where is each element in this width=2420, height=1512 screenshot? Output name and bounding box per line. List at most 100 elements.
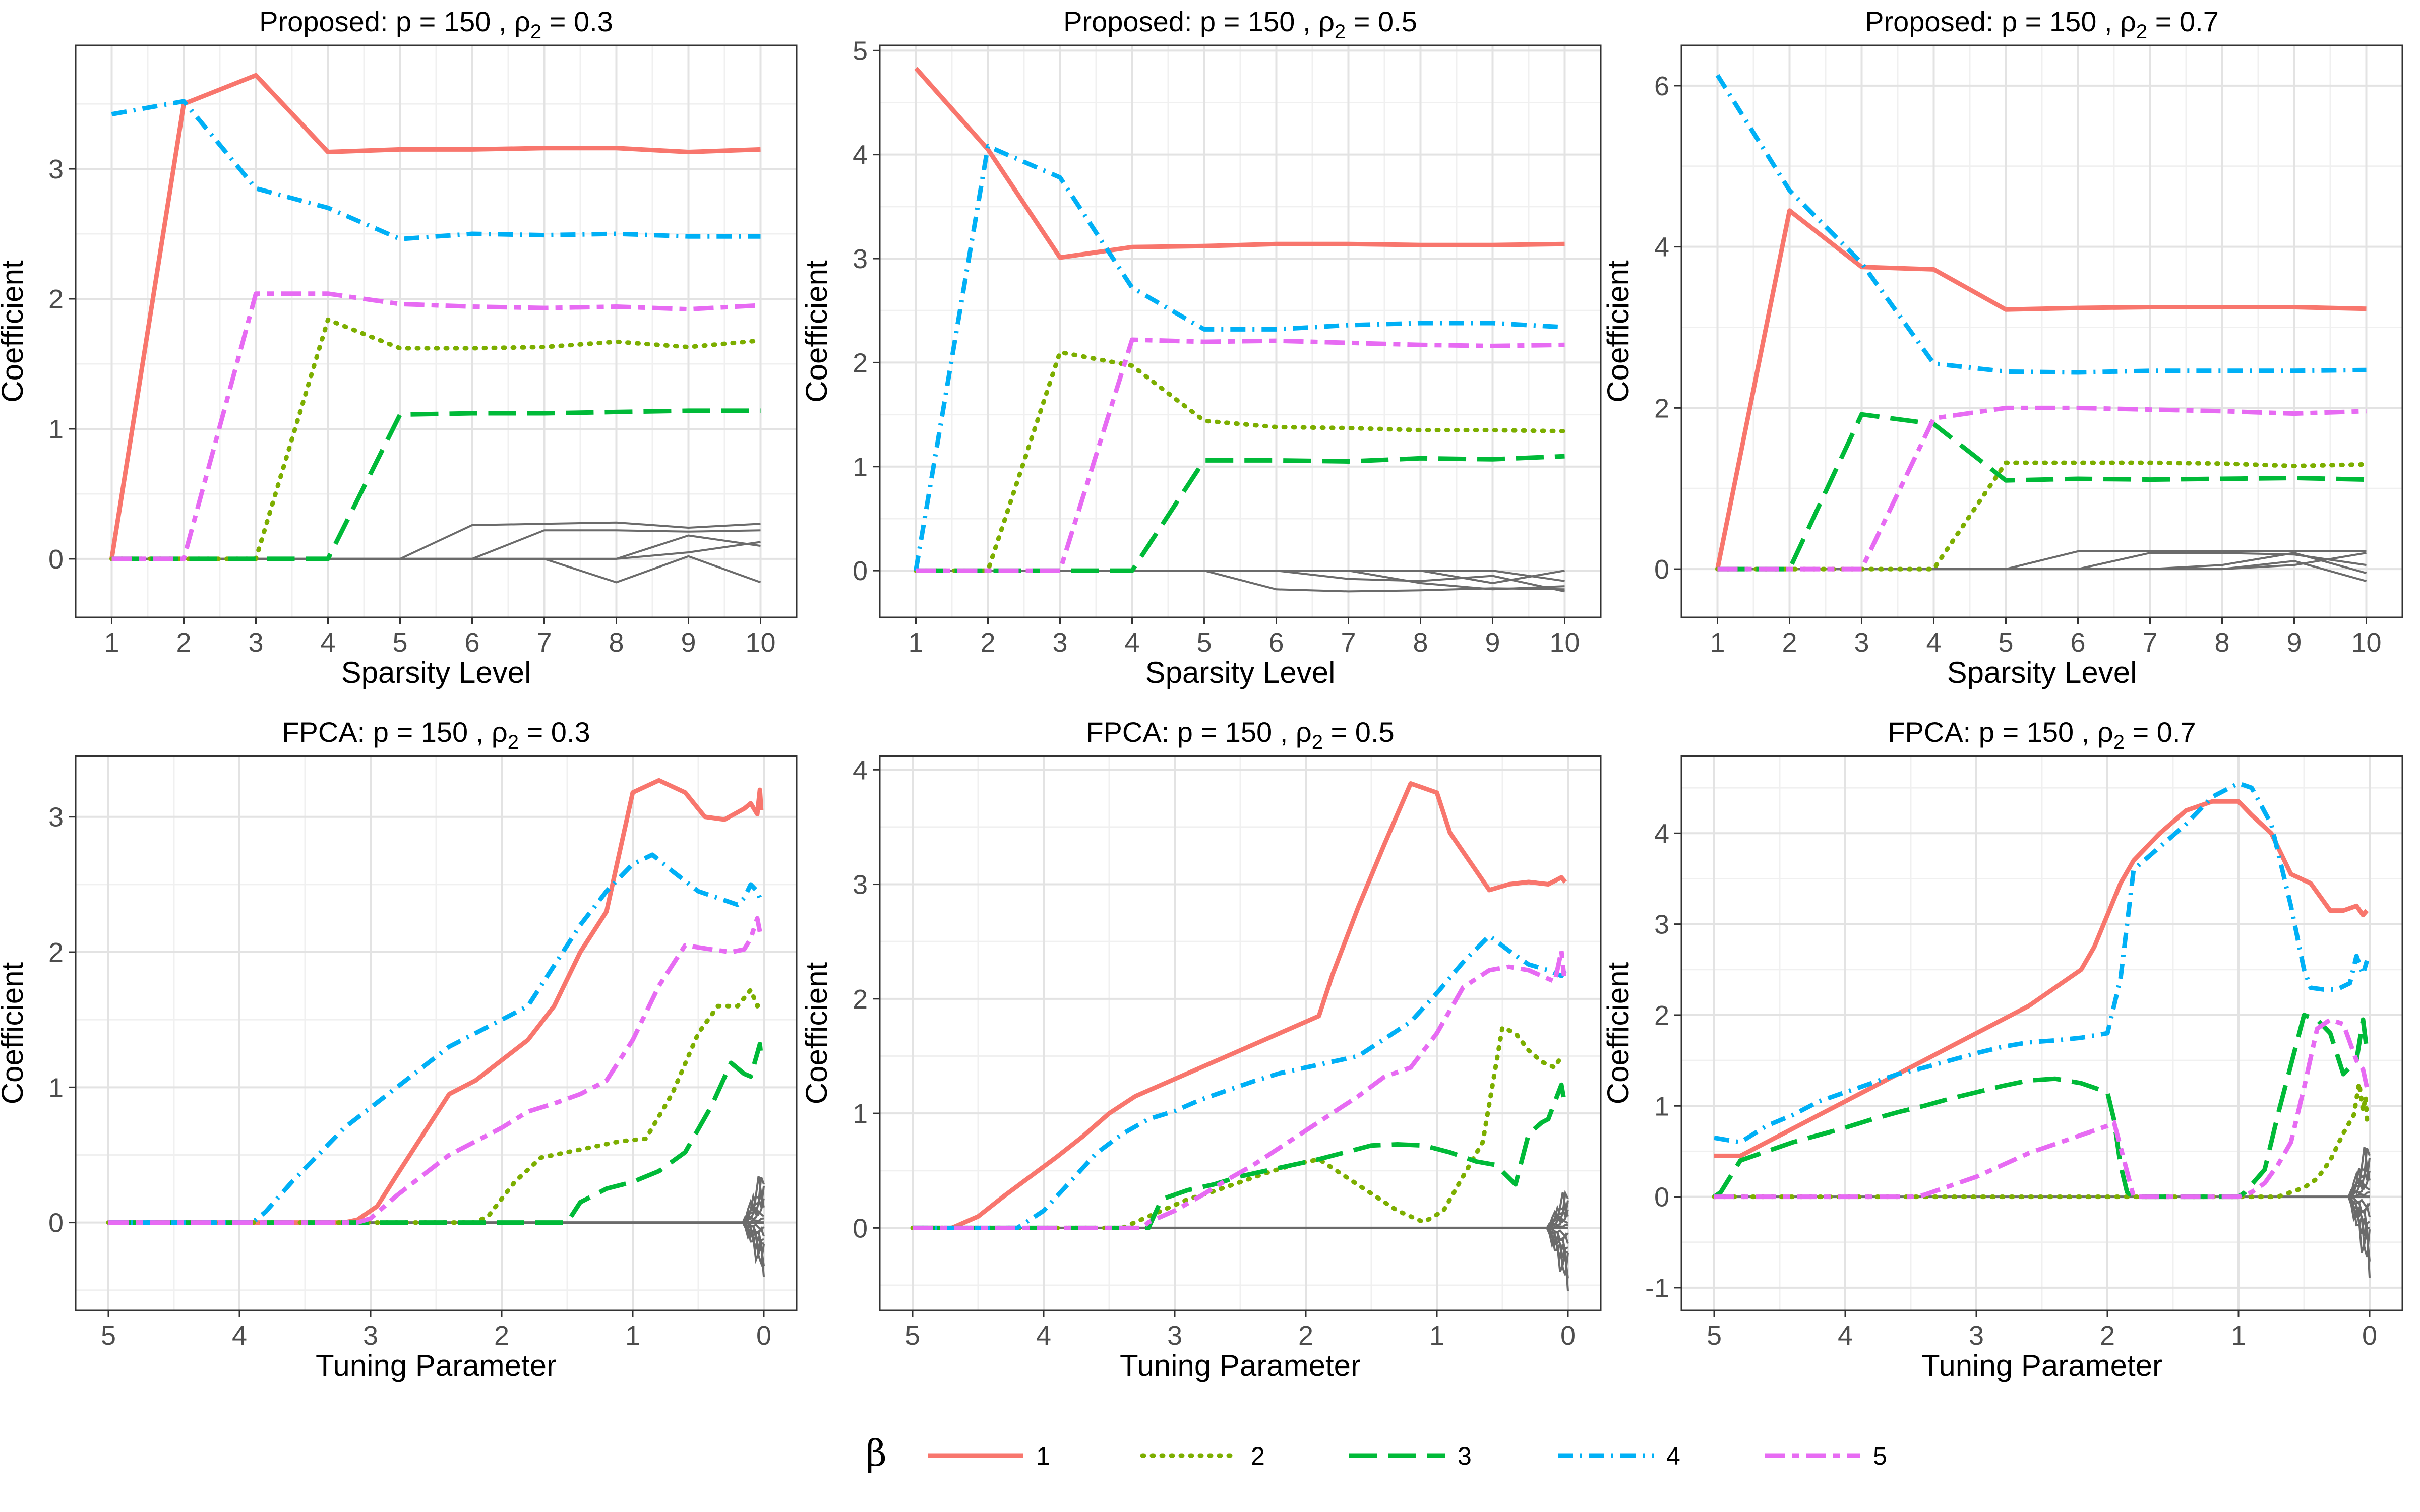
title-subscript: 2 (1312, 731, 1323, 753)
y-axis-label: Coefficient (1601, 962, 1635, 1104)
y-tick-label: 0 (853, 556, 868, 586)
x-tick-label: 3 (248, 627, 263, 658)
x-tick-label: 5 (1196, 627, 1212, 658)
data-lines (106, 778, 765, 1277)
series-line-beta-5 (913, 948, 1566, 1230)
title-value: = 0.3 (519, 716, 590, 748)
series-line-beta-5 (111, 291, 761, 561)
x-tick-label: 7 (1341, 627, 1356, 658)
x-tick-label: 5 (905, 1320, 920, 1351)
legend-label-beta-1: 1 (1036, 1442, 1050, 1470)
x-tick-label: 3 (363, 1320, 378, 1351)
title-subscript: 2 (508, 731, 519, 753)
panel-title: Proposed: p = 150 , ρ2 = 0.7 (1865, 6, 2219, 43)
y-axis-label: Coefficient (800, 260, 833, 403)
y-tick-label: 3 (48, 802, 64, 833)
title-value: = 0.5 (1323, 716, 1395, 748)
title-rho: ρ (1296, 716, 1312, 748)
noise-line (916, 570, 1565, 582)
y-tick-label: 0 (48, 1208, 64, 1238)
series-line-beta-4 (1714, 781, 2370, 1145)
y-axis-label: Coefficient (1601, 260, 1635, 403)
y-tick-label: 4 (1654, 232, 1669, 263)
noise-line (2348, 1183, 2371, 1198)
series-line-beta-2 (109, 317, 763, 561)
x-tick-label: 1 (104, 627, 119, 658)
x-axis-label: Sparsity Level (341, 656, 531, 689)
x-tick-label: 3 (1854, 627, 1869, 658)
x-tick-label: 2 (1782, 627, 1797, 658)
y-tick-label: 3 (48, 154, 64, 184)
x-tick-label: 9 (1485, 627, 1500, 658)
x-tick-label: 2 (980, 627, 995, 658)
title-rho: ρ (2120, 6, 2136, 37)
x-tick-label: 0 (1560, 1320, 1576, 1351)
x-tick-label: 1 (2231, 1320, 2246, 1351)
series-line-beta-1 (108, 778, 764, 1225)
x-axis-label: Sparsity Level (1947, 656, 2137, 689)
series-line-beta-3 (1717, 412, 2367, 572)
y-tick-label: 0 (1654, 1182, 1669, 1213)
y-tick-label: 1 (853, 1099, 868, 1129)
x-tick-label: 5 (1998, 627, 2013, 658)
series-line-beta-2 (1712, 1081, 2370, 1200)
x-tick-label: 4 (1926, 627, 1941, 658)
x-tick-label: 9 (681, 627, 696, 658)
series-line-beta-1 (109, 73, 761, 559)
x-tick-label: 9 (2286, 627, 2302, 658)
panel-border (75, 755, 798, 1311)
y-tick-label: 0 (853, 1213, 868, 1243)
series-line-beta-4 (111, 99, 761, 241)
series-line-beta-5 (916, 337, 1565, 573)
x-tick-label: 4 (1124, 627, 1139, 658)
y-axis-label: Coefficient (0, 962, 29, 1104)
title-main: FPCA: p = 150 , (1086, 716, 1296, 748)
series-line-beta-4 (914, 144, 1565, 571)
panel-border (1680, 44, 2403, 618)
legend-label-beta-5: 5 (1873, 1442, 1887, 1470)
y-tick-label: 1 (1654, 1091, 1669, 1121)
data-lines (914, 67, 1567, 593)
y-tick-label: 4 (853, 755, 868, 785)
x-tick-label: 1 (908, 627, 923, 658)
x-tick-label: 4 (320, 627, 335, 658)
legend: β 1 2 3 4 5 (866, 1432, 1887, 1474)
x-tick-label: 7 (536, 627, 552, 658)
x-tick-label: 3 (1052, 627, 1067, 658)
series-line-beta-2 (910, 1025, 1564, 1230)
data-lines (1715, 74, 2369, 583)
x-tick-label: 2 (2100, 1320, 2115, 1351)
x-tick-label: 1 (625, 1320, 640, 1351)
y-tick-label: 0 (1654, 554, 1669, 585)
series-line-beta-2 (106, 987, 762, 1225)
title-subscript: 2 (2136, 21, 2147, 43)
series-line-beta-3 (1713, 1013, 2370, 1200)
x-tick-label: 5 (101, 1320, 116, 1351)
x-tick-label: 6 (2070, 627, 2085, 658)
series-line-beta-4 (913, 933, 1567, 1230)
panel-1: 1 2 3 4 5 6 7 8 9 10 0 1 2 3 Sparsity Level Coefficient… (0, 6, 798, 689)
y-tick-label: 0 (48, 544, 64, 575)
title-subscript: 2 (2113, 731, 2125, 753)
data-lines (1712, 781, 2371, 1278)
panel-5: 5 4 3 2 1 0 0 1 2 3 4 Tuning Parameter Coefficient FP… (800, 716, 1602, 1382)
series-line-beta-3 (916, 454, 1565, 573)
x-axis-label: Tuning Parameter (1921, 1349, 2162, 1382)
panel-title: FPCA: p = 150 , ρ2 = 0.7 (1888, 716, 2196, 753)
x-axis-label: Tuning Parameter (316, 1349, 557, 1382)
x-tick-label: 4 (1838, 1320, 1853, 1351)
panel-title: FPCA: p = 150 , ρ2 = 0.3 (282, 716, 590, 753)
title-main: FPCA: p = 150 , (1888, 716, 2097, 748)
title-main: Proposed: p = 150 , (1063, 6, 1318, 37)
data-lines (910, 781, 1569, 1291)
title-value: = 0.5 (1346, 6, 1417, 37)
legend-label-beta-3: 3 (1458, 1442, 1472, 1470)
x-tick-label: 3 (1969, 1320, 1984, 1351)
noise-line (742, 1210, 765, 1224)
legend-title: β (866, 1432, 887, 1474)
x-tick-label: 10 (1549, 627, 1580, 658)
y-tick-label: -1 (1645, 1273, 1669, 1303)
y-axis-label: Coefficient (800, 962, 833, 1104)
series-line-beta-5 (108, 916, 762, 1225)
